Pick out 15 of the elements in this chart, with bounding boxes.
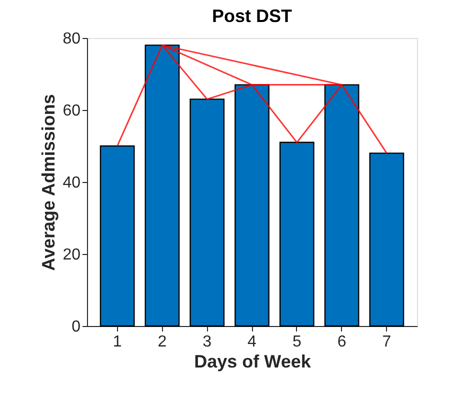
x-tick-label: 4 — [248, 334, 257, 350]
x-tick-label: 3 — [202, 334, 212, 350]
x-tick-label: 5 — [292, 334, 302, 350]
y-tick-label: 20 — [62, 246, 81, 264]
y-tick-label: 0 — [72, 318, 81, 336]
x-tick-label: 7 — [382, 334, 392, 350]
x-tick-label: 1 — [112, 334, 122, 350]
x-tick-label: 2 — [158, 334, 167, 350]
y-tick-label: 80 — [62, 30, 81, 48]
y-tick-label: 60 — [62, 102, 81, 120]
y-tick-label: 40 — [62, 174, 81, 192]
chart-title: Post DST — [212, 6, 292, 26]
y-axis-title: Average Admissions — [38, 94, 59, 271]
x-tick-label: 6 — [337, 334, 346, 350]
x-axis-title: Days of Week — [194, 352, 312, 372]
